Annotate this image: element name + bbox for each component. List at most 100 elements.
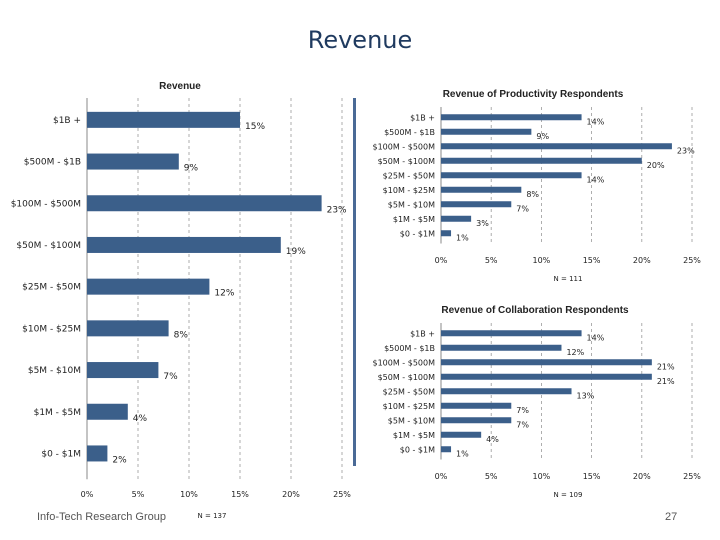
chart-2-tick-label: 15% bbox=[583, 472, 601, 481]
chart-1-data-label: 14% bbox=[587, 117, 605, 126]
chart-0-category-label: $1B + bbox=[53, 116, 81, 126]
chart-1-category-label: $0 - $1M bbox=[400, 229, 435, 238]
chart-1-tick-label: 25% bbox=[683, 256, 701, 265]
chart-0-sample-note: N = 137 bbox=[198, 512, 227, 520]
chart-0-data-label: 7% bbox=[163, 372, 178, 382]
chart-0-category-label: $5M - $10M bbox=[28, 366, 81, 376]
chart-1-category-label: $500M - $1B bbox=[384, 128, 435, 137]
chart-0-bar bbox=[87, 445, 108, 462]
chart-0-tick-label: 5% bbox=[132, 490, 145, 499]
chart-0-bar bbox=[87, 236, 281, 253]
chart-0-bar bbox=[87, 362, 159, 379]
chart-2-category-label: $25M - $50M bbox=[383, 387, 435, 396]
chart-1-data-label: 8% bbox=[526, 190, 539, 199]
chart-0-data-label: 2% bbox=[112, 455, 127, 465]
chart-2-bar bbox=[441, 446, 452, 453]
chart-0-bar bbox=[87, 403, 128, 420]
chart-0-category-label: $0 - $1M bbox=[41, 449, 81, 459]
chart-1-category-label: $1M - $5M bbox=[393, 215, 435, 224]
chart-2-data-label: 14% bbox=[587, 333, 605, 342]
vertical-divider bbox=[353, 98, 356, 466]
chart-1-tick-label: 20% bbox=[633, 256, 651, 265]
chart-1-bar bbox=[441, 128, 532, 135]
chart-2-category-label: $500M - $1B bbox=[384, 344, 435, 353]
chart-1-data-label: 23% bbox=[677, 146, 695, 155]
chart-2-category-label: $0 - $1M bbox=[400, 445, 435, 454]
chart-1-bar bbox=[441, 157, 642, 164]
chart-2-data-label: 12% bbox=[566, 348, 584, 357]
chart-2-data-label: 7% bbox=[516, 420, 529, 429]
chart-1-tick-label: 0% bbox=[435, 256, 448, 265]
chart-2-bar bbox=[441, 344, 562, 351]
chart-1-bar bbox=[441, 114, 582, 121]
chart-0-title: Revenue bbox=[159, 81, 201, 92]
chart-1-category-label: $100M - $500M bbox=[373, 142, 436, 151]
chart-1-category-label: $50M - $100M bbox=[378, 157, 436, 166]
chart-2-data-label: 1% bbox=[456, 449, 469, 458]
chart-2-bar bbox=[441, 402, 512, 409]
chart-0-tick-label: 25% bbox=[333, 490, 351, 499]
chart-1-bar bbox=[441, 201, 512, 208]
chart-1-title: Revenue of Productivity Respondents bbox=[443, 89, 624, 100]
chart-2-sample-note: N = 109 bbox=[554, 491, 583, 499]
chart-2-bar bbox=[441, 359, 652, 366]
chart-1-bar bbox=[441, 230, 452, 237]
chart-2-data-label: 21% bbox=[657, 377, 675, 386]
chart-1-data-label: 3% bbox=[476, 219, 489, 228]
chart-2-data-label: 21% bbox=[657, 362, 675, 371]
chart-1-tick-label: 5% bbox=[485, 256, 498, 265]
chart-0-category-label: $100M - $500M bbox=[11, 199, 81, 209]
chart-2-tick-label: 10% bbox=[533, 472, 551, 481]
chart-2-tick-label: 0% bbox=[435, 472, 448, 481]
chart-2-tick-label: 5% bbox=[485, 472, 498, 481]
chart-2-data-label: 13% bbox=[577, 391, 595, 400]
chart-1-data-label: 1% bbox=[456, 233, 469, 242]
chart-1-bar bbox=[441, 172, 582, 179]
chart-0-tick-label: 15% bbox=[231, 490, 249, 499]
chart-2-bar bbox=[441, 373, 652, 380]
chart-0-category-label: $50M - $100M bbox=[16, 241, 81, 251]
chart-1-bar bbox=[441, 143, 672, 150]
chart-2-tick-label: 20% bbox=[633, 472, 651, 481]
chart-2-bar bbox=[441, 388, 572, 395]
chart-1-data-label: 14% bbox=[587, 175, 605, 184]
chart-0-bar bbox=[87, 195, 322, 212]
chart-1-data-label: 20% bbox=[647, 161, 665, 170]
chart-0-data-label: 4% bbox=[133, 414, 148, 424]
chart-0-bar bbox=[87, 153, 179, 170]
page-number: 27 bbox=[665, 511, 678, 523]
chart-1-category-label: $5M - $10M bbox=[388, 200, 435, 209]
chart-1-bar bbox=[441, 186, 522, 193]
chart-2-bar bbox=[441, 330, 582, 337]
chart-0-category-label: $1M - $5M bbox=[34, 408, 81, 418]
chart-0-data-label: 19% bbox=[286, 247, 306, 257]
chart-0-data-label: 9% bbox=[184, 164, 199, 174]
chart-0-bar bbox=[87, 278, 210, 295]
chart-2-tick-label: 25% bbox=[683, 472, 701, 481]
chart-1-sample-note: N = 111 bbox=[554, 275, 583, 283]
chart-2-category-label: $5M - $10M bbox=[388, 416, 435, 425]
chart-1-data-label: 7% bbox=[516, 204, 529, 213]
chart-0-tick-label: 10% bbox=[180, 490, 198, 499]
slide-title: Revenue bbox=[307, 26, 413, 54]
chart-2-data-label: 7% bbox=[516, 406, 529, 415]
chart-2-category-label: $10M - $25M bbox=[383, 402, 435, 411]
chart-0-category-label: $10M - $25M bbox=[22, 324, 81, 334]
chart-1-bar bbox=[441, 215, 472, 222]
chart-2-category-label: $50M - $100M bbox=[378, 373, 436, 382]
chart-2-data-label: 4% bbox=[486, 435, 499, 444]
chart-2-category-label: $1B + bbox=[410, 329, 435, 338]
chart-0-category-label: $25M - $50M bbox=[22, 283, 81, 293]
chart-1-category-label: $10M - $25M bbox=[383, 186, 435, 195]
chart-2-title: Revenue of Collaboration Respondents bbox=[441, 305, 629, 316]
chart-0-bar bbox=[87, 111, 240, 128]
chart-0-bar bbox=[87, 320, 169, 337]
footer-company: Info-Tech Research Group bbox=[37, 511, 167, 523]
chart-0-data-label: 12% bbox=[214, 289, 234, 299]
chart-1-category-label: $25M - $50M bbox=[383, 171, 435, 180]
chart-1-data-label: 9% bbox=[536, 132, 549, 141]
chart-0-data-label: 23% bbox=[327, 205, 347, 215]
chart-0-tick-label: 20% bbox=[282, 490, 300, 499]
chart-0-data-label: 8% bbox=[174, 330, 189, 340]
